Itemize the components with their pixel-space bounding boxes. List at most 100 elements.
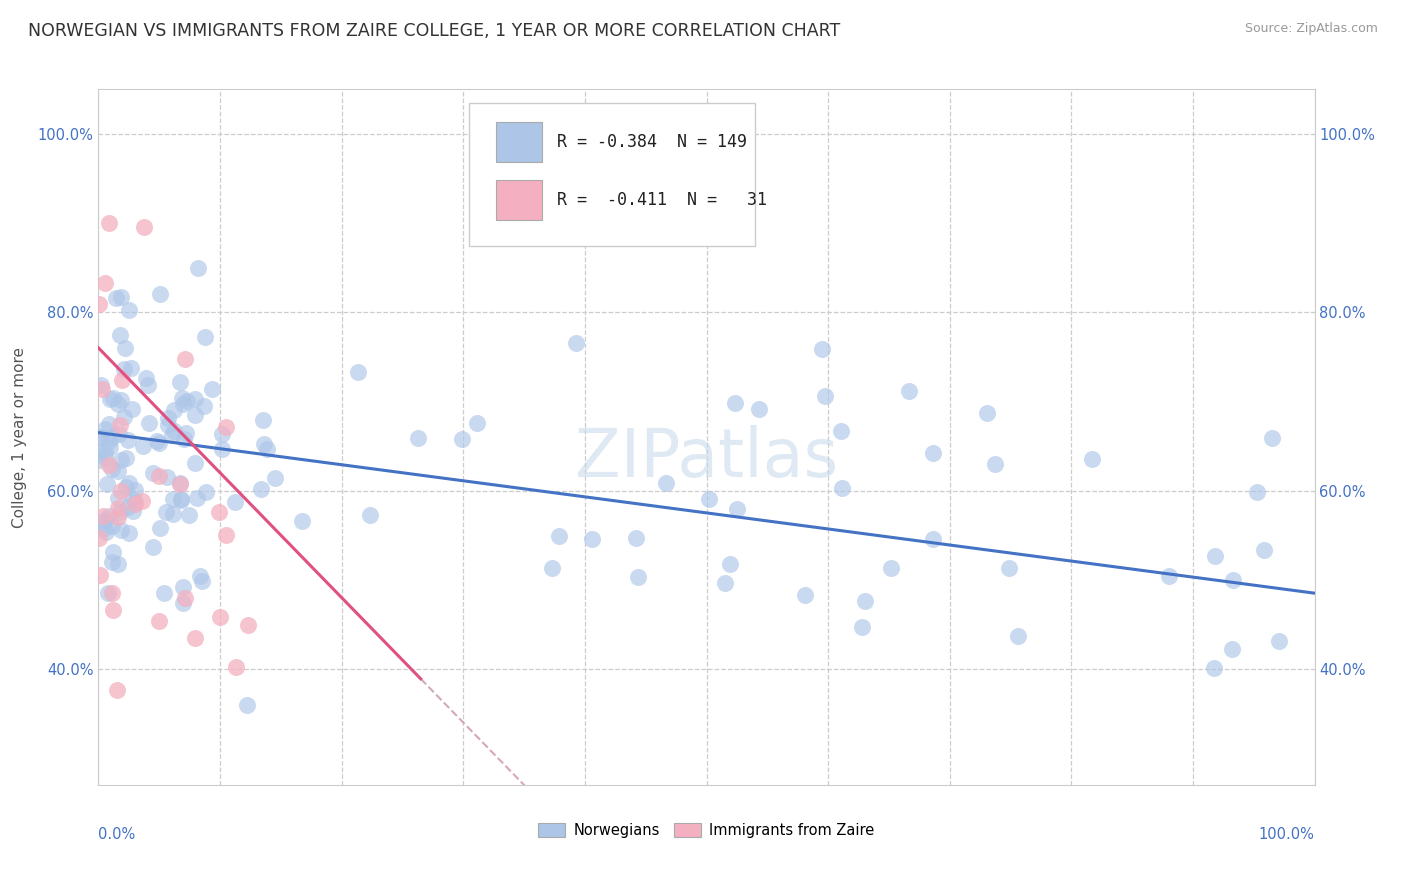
Point: [195, 485, 218, 500]
Point: [624, 531, 647, 545]
Text: R =  -0.411  N =   31: R = -0.411 N = 31: [557, 191, 766, 209]
Point: [169, 376, 191, 390]
Point: [89, 568, 111, 582]
Point: [264, 471, 287, 485]
Point: [1204, 549, 1226, 564]
Point: [186, 491, 208, 505]
Point: [136, 377, 159, 392]
Point: [1220, 641, 1243, 656]
Point: [110, 373, 132, 387]
Point: [145, 434, 167, 448]
Point: [1253, 542, 1275, 557]
Point: [1202, 661, 1225, 675]
Point: [96, 477, 118, 491]
Point: [101, 585, 124, 599]
Point: [793, 588, 815, 602]
Point: [87, 453, 110, 467]
Point: [450, 432, 472, 446]
Point: [467, 416, 489, 430]
Point: [107, 510, 129, 524]
Point: [976, 405, 998, 419]
Point: [149, 286, 172, 301]
Point: [118, 475, 141, 490]
Point: [94, 513, 117, 527]
Point: [156, 410, 179, 425]
Point: [174, 351, 197, 366]
Point: [91, 514, 114, 528]
Point: [725, 502, 748, 516]
Point: [170, 492, 193, 507]
Point: [714, 575, 737, 590]
Point: [98, 508, 121, 523]
Point: [107, 427, 129, 442]
Legend: Norwegians, Immigrants from Zaire: Norwegians, Immigrants from Zaire: [533, 817, 880, 844]
Point: [107, 397, 129, 411]
Point: [87, 444, 110, 458]
Point: [131, 494, 153, 508]
Point: [1007, 629, 1029, 643]
Point: [170, 491, 193, 506]
Point: [718, 557, 741, 571]
Point: [173, 432, 195, 446]
Point: [142, 466, 165, 480]
Point: [655, 475, 678, 490]
Point: [1157, 568, 1180, 582]
Point: [921, 532, 943, 546]
Point: [89, 532, 111, 546]
Point: [149, 521, 172, 535]
Point: [177, 508, 200, 523]
Point: [156, 470, 179, 484]
Point: [184, 631, 207, 645]
Point: [110, 290, 132, 304]
Point: [1268, 634, 1291, 648]
Point: [831, 481, 853, 495]
Point: [101, 519, 124, 533]
Point: [160, 428, 183, 442]
Point: [148, 436, 170, 450]
Point: [134, 219, 156, 234]
Point: [183, 456, 205, 470]
Point: [110, 505, 132, 519]
Point: [122, 491, 145, 506]
Point: [124, 483, 146, 497]
Point: [93, 422, 115, 436]
Point: [184, 408, 207, 422]
Point: [851, 620, 873, 634]
Text: Source: ZipAtlas.com: Source: ZipAtlas.com: [1244, 22, 1378, 36]
Point: [112, 362, 135, 376]
Point: [117, 434, 139, 448]
Point: [117, 500, 139, 514]
Point: [118, 302, 141, 317]
Point: [121, 504, 143, 518]
Point: [108, 417, 131, 432]
Point: [1261, 431, 1284, 445]
Point: [922, 446, 945, 460]
Point: [90, 430, 112, 444]
Point: [215, 420, 238, 434]
Point: [94, 445, 117, 459]
Point: [853, 594, 876, 608]
Point: [87, 297, 110, 311]
Point: [153, 586, 176, 600]
Point: [250, 482, 273, 496]
Point: [208, 610, 231, 624]
Point: [998, 561, 1021, 575]
Point: [124, 497, 146, 511]
Point: [1081, 452, 1104, 467]
Point: [256, 442, 278, 456]
Point: [90, 378, 112, 392]
Point: [100, 430, 122, 444]
Point: [211, 442, 233, 457]
Point: [115, 451, 138, 466]
Point: [118, 526, 141, 541]
Point: [93, 509, 115, 524]
Point: [810, 342, 832, 356]
Point: [359, 508, 381, 523]
Point: [148, 468, 170, 483]
Point: [201, 382, 224, 396]
Point: [748, 401, 770, 416]
Point: [90, 382, 112, 396]
Point: [97, 216, 120, 230]
Point: [138, 417, 160, 431]
FancyBboxPatch shape: [496, 179, 543, 220]
